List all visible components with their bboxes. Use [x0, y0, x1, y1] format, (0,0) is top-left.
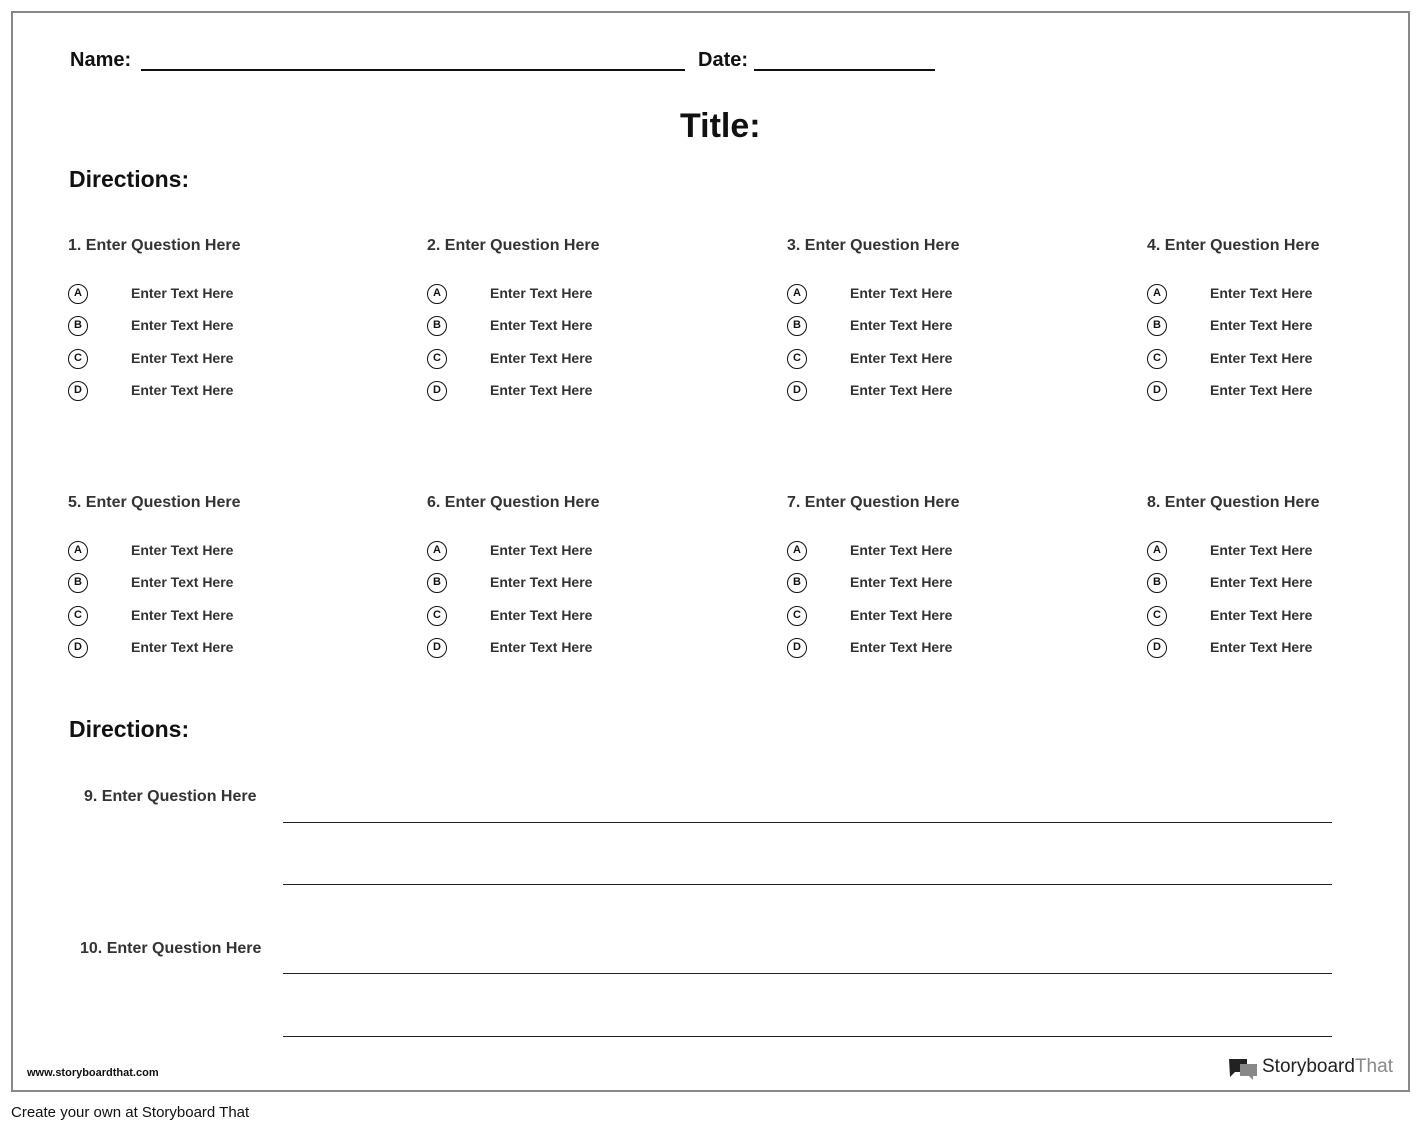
option-text: Enter Text Here [850, 382, 953, 398]
option-letter: D [68, 638, 88, 658]
question: 7. Enter Question Here [787, 494, 960, 511]
option-text: Enter Text Here [131, 574, 234, 590]
option-letter: B [787, 316, 807, 336]
question: 9. Enter Question Here [84, 788, 257, 805]
logo-text: StoryboardThat [1262, 1056, 1393, 1078]
option-text: Enter Text Here [850, 350, 953, 366]
option-text: Enter Text Here [131, 350, 234, 366]
footer-url: www.storyboardthat.com [27, 1067, 159, 1079]
question: 8. Enter Question Here [1147, 494, 1320, 511]
option-letter: B [68, 573, 88, 593]
option-text: Enter Text Here [1210, 574, 1313, 590]
name-line [141, 69, 685, 71]
option-letter: C [68, 349, 88, 369]
answer-line [283, 822, 1332, 823]
option-letter: D [427, 381, 447, 401]
option-letter: D [1147, 381, 1167, 401]
option-letter: D [1147, 638, 1167, 658]
option-letter: C [787, 349, 807, 369]
date-label: Date: [698, 49, 749, 71]
option-letter: D [787, 638, 807, 658]
option-letter: B [68, 316, 88, 336]
option-letter: B [1147, 573, 1167, 593]
question: 3. Enter Question Here [787, 237, 960, 254]
option-letter: C [1147, 606, 1167, 626]
option-letter: B [1147, 316, 1167, 336]
logo-main: Storyboard [1262, 1056, 1355, 1077]
directions: Directions: [69, 166, 190, 192]
option-text: Enter Text Here [1210, 382, 1313, 398]
option-text: Enter Text Here [1210, 350, 1313, 366]
option-letter: A [1147, 284, 1167, 304]
option-letter: B [787, 573, 807, 593]
option-text: Enter Text Here [850, 542, 953, 558]
option-letter: B [427, 316, 447, 336]
option-text: Enter Text Here [850, 639, 953, 655]
option-text: Enter Text Here [850, 574, 953, 590]
option-letter: D [787, 381, 807, 401]
option-text: Enter Text Here [490, 607, 593, 623]
option-text: Enter Text Here [1210, 317, 1313, 333]
option-letter: A [787, 284, 807, 304]
title: Title: [680, 107, 761, 145]
option-letter: D [427, 638, 447, 658]
option-text: Enter Text Here [131, 285, 234, 301]
option-letter: A [427, 541, 447, 561]
option-text: Enter Text Here [490, 542, 593, 558]
option-letter: C [787, 606, 807, 626]
option-text: Enter Text Here [850, 285, 953, 301]
option-text: Enter Text Here [490, 574, 593, 590]
option-letter: C [68, 606, 88, 626]
option-letter: D [68, 381, 88, 401]
option-letter: A [787, 541, 807, 561]
option-text: Enter Text Here [490, 317, 593, 333]
option-letter: B [427, 573, 447, 593]
option-letter: A [427, 284, 447, 304]
option-text: Enter Text Here [490, 285, 593, 301]
answer-line [283, 973, 1332, 974]
option-text: Enter Text Here [131, 542, 234, 558]
option-text: Enter Text Here [1210, 285, 1313, 301]
option-text: Enter Text Here [850, 317, 953, 333]
question: 5. Enter Question Here [68, 494, 241, 511]
logo-icon [1228, 1057, 1258, 1080]
logo-accent: That [1354, 1056, 1393, 1077]
question: 6. Enter Question Here [427, 494, 600, 511]
option-letter: C [427, 606, 447, 626]
question: 10. Enter Question Here [80, 940, 262, 957]
option-text: Enter Text Here [850, 607, 953, 623]
question: 1. Enter Question Here [68, 237, 241, 254]
option-text: Enter Text Here [1210, 639, 1313, 655]
option-text: Enter Text Here [1210, 607, 1313, 623]
logo-svg [1229, 1059, 1257, 1080]
option-text: Enter Text Here [131, 607, 234, 623]
option-letter: C [427, 349, 447, 369]
option-text: Enter Text Here [131, 317, 234, 333]
name-label: Name: [70, 49, 132, 71]
date-line [754, 69, 935, 71]
question: 4. Enter Question Here [1147, 237, 1320, 254]
option-text: Enter Text Here [131, 639, 234, 655]
caption: Create your own at Storyboard That [11, 1104, 250, 1121]
option-letter: A [68, 541, 88, 561]
worksheet [11, 11, 1410, 1092]
directions: Directions: [69, 716, 190, 742]
answer-line [283, 884, 1332, 885]
option-letter: A [1147, 541, 1167, 561]
option-text: Enter Text Here [490, 382, 593, 398]
option-text: Enter Text Here [490, 639, 593, 655]
option-letter: A [68, 284, 88, 304]
option-text: Enter Text Here [1210, 542, 1313, 558]
option-text: Enter Text Here [131, 382, 234, 398]
answer-line [283, 1036, 1332, 1037]
option-letter: C [1147, 349, 1167, 369]
option-text: Enter Text Here [490, 350, 593, 366]
question: 2. Enter Question Here [427, 237, 600, 254]
